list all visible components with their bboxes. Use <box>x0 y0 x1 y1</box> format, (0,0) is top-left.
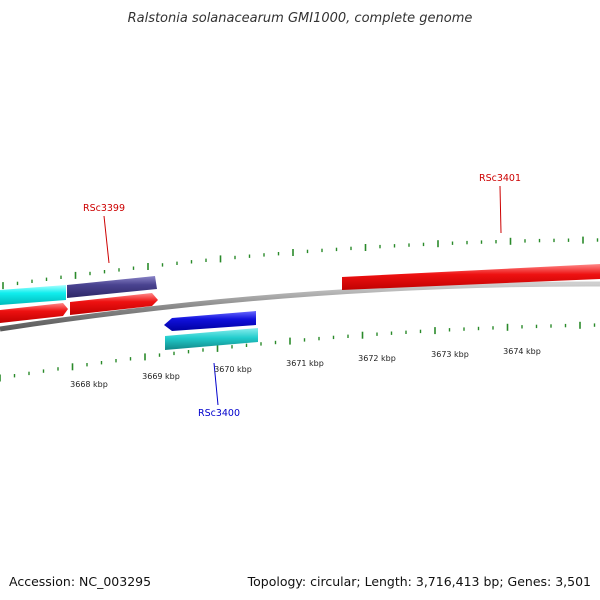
teal-feature-rsc3400[interactable] <box>165 328 258 350</box>
purple-feature-rsc3399[interactable] <box>67 276 157 298</box>
ruler-label: 3668 kbp <box>70 380 108 389</box>
ruler-label: 3670 kbp <box>214 365 252 374</box>
accession-text: Accession: NC_003295 <box>9 574 151 589</box>
genome-backbone <box>0 281 600 332</box>
forward-ruler-ticks <box>2 236 599 290</box>
gene-label-rsc3401: RSc3401 <box>479 173 521 184</box>
cyan-feature-left[interactable] <box>0 285 66 305</box>
genome-summary-text: Topology: circular; Length: 3,716,413 bp… <box>247 574 591 589</box>
ruler-label: 3672 kbp <box>358 354 396 363</box>
red-cds-rsc3399[interactable] <box>70 293 158 315</box>
red-cds-left[interactable] <box>0 303 68 323</box>
ruler-label: 3671 kbp <box>286 359 324 368</box>
leader-rsc3400 <box>213 362 219 406</box>
ruler-label: 3674 kbp <box>503 347 541 356</box>
red-cds-rsc3401[interactable] <box>342 264 600 290</box>
reverse-ruler-ticks <box>0 321 596 382</box>
leader-rsc3401 <box>499 185 502 234</box>
gene-label-rsc3399: RSc3399 <box>83 203 125 214</box>
gene-label-rsc3400: RSc3400 <box>198 408 240 419</box>
ruler-label: 3673 kbp <box>431 350 469 359</box>
ruler-label: 3669 kbp <box>142 372 180 381</box>
blue-cds-rsc3400[interactable] <box>164 311 256 331</box>
leader-rsc3399 <box>103 215 110 264</box>
map-title: Ralstonia solanacearum GMI1000, complete… <box>128 11 473 26</box>
